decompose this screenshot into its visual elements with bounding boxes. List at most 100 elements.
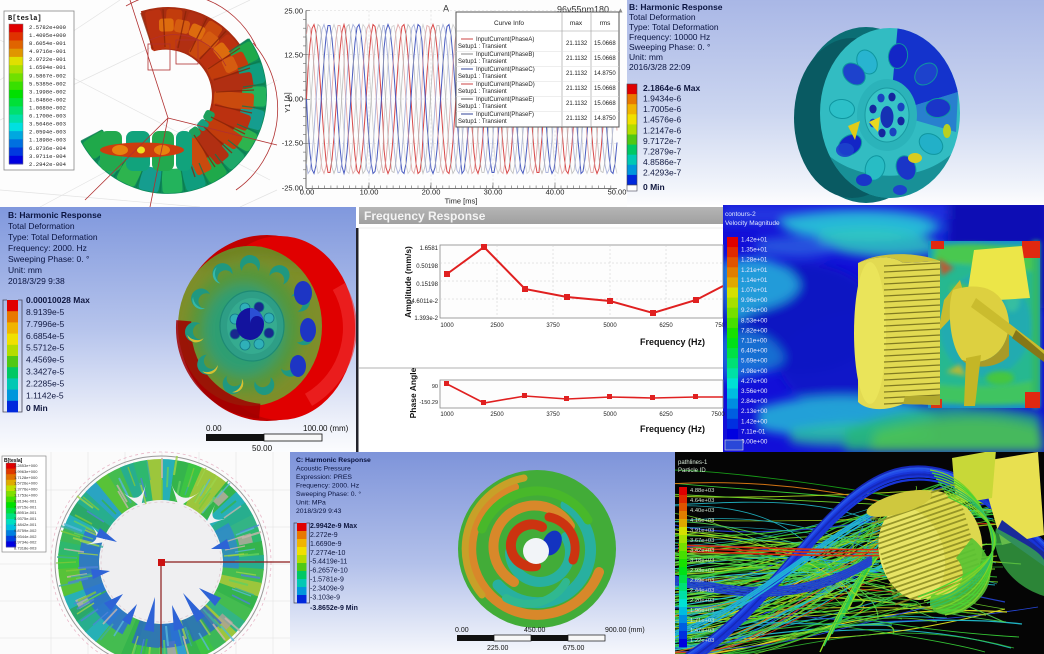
svg-text:4.64e+03: 4.64e+03	[690, 498, 714, 504]
svg-text:2.9734e-002: 2.9734e-002	[14, 540, 37, 545]
svg-text:7.82e+00: 7.82e+00	[741, 327, 768, 334]
svg-text:Curve Info: Curve Info	[494, 20, 524, 27]
svg-text:1.1753e+000: 1.1753e+000	[14, 493, 38, 498]
svg-text:21.1132: 21.1132	[566, 101, 588, 107]
svg-text:2.5782e+000: 2.5782e+000	[29, 24, 67, 31]
svg-text:B[tesla]: B[tesla]	[4, 458, 23, 464]
svg-text:15.0668: 15.0668	[594, 101, 616, 107]
svg-text:1.7128e+000: 1.7128e+000	[14, 475, 38, 480]
svg-text:5000: 5000	[603, 412, 617, 418]
svg-text:3.5646e-003: 3.5646e-003	[29, 121, 66, 128]
svg-text:3750: 3750	[546, 412, 560, 418]
svg-text:7.7996e-5: 7.7996e-5	[26, 319, 65, 329]
svg-text:21.1132: 21.1132	[566, 71, 588, 77]
svg-text:Unit: MPa: Unit: MPa	[296, 500, 326, 507]
svg-text:max: max	[570, 20, 583, 27]
svg-text:1.71e+03: 1.71e+03	[690, 618, 714, 624]
svg-text:10.00: 10.00	[360, 188, 379, 197]
svg-text:100.00 (mm): 100.00 (mm)	[303, 424, 349, 433]
svg-text:5.69e+00: 5.69e+00	[741, 358, 768, 365]
svg-text:1.21e+01: 1.21e+01	[741, 267, 768, 274]
svg-text:1.3776e+000: 1.3776e+000	[14, 487, 38, 492]
svg-text:Particle ID: Particle ID	[678, 468, 706, 474]
svg-text:1.28e+01: 1.28e+01	[741, 257, 768, 264]
svg-text:1.6690e-9: 1.6690e-9	[310, 541, 342, 548]
svg-text:A: A	[443, 4, 449, 14]
svg-text:2.1864e-6 Max: 2.1864e-6 Max	[643, 83, 700, 93]
svg-text:3.56e+00: 3.56e+00	[741, 388, 768, 395]
svg-text:Amplitude (mm/s): Amplitude (mm/s)	[403, 246, 413, 318]
svg-text:3.9375e-001: 3.9375e-001	[14, 516, 37, 521]
svg-text:15.0668: 15.0668	[594, 41, 616, 47]
svg-text:rms: rms	[600, 20, 612, 27]
svg-text:3.67e+03: 3.67e+03	[690, 538, 714, 544]
svg-text:B: Harmonic Response: B: Harmonic Response	[629, 2, 723, 12]
svg-text:1.4576e-6: 1.4576e-6	[643, 115, 682, 125]
svg-text:5.9344e-002: 5.9344e-002	[14, 534, 37, 539]
svg-text:InputCurrent(PhaseF): InputCurrent(PhaseF)	[476, 112, 534, 118]
svg-text:4.40e+03: 4.40e+03	[690, 508, 714, 514]
svg-text:0.00: 0.00	[206, 424, 222, 433]
svg-text:2.9942e-9 Max: 2.9942e-9 Max	[310, 523, 357, 530]
svg-text:1.393e-2: 1.393e-2	[414, 316, 438, 322]
svg-text:20.00: 20.00	[422, 188, 441, 197]
svg-text:6250: 6250	[659, 323, 673, 329]
svg-text:Sweeping Phase: 0. °: Sweeping Phase: 0. °	[629, 42, 710, 52]
svg-text:7.2774e-10: 7.2774e-10	[310, 550, 346, 557]
svg-text:6.40e+00: 6.40e+00	[741, 348, 768, 355]
svg-text:1.4095e+000: 1.4095e+000	[29, 32, 67, 39]
svg-text:7.8715e-001: 7.8715e-001	[14, 504, 37, 509]
svg-text:2.4842e-001: 2.4842e-001	[14, 522, 37, 527]
svg-text:2.2942e-004: 2.2942e-004	[29, 161, 67, 168]
svg-text:contours-2: contours-2	[725, 211, 756, 218]
svg-text:-150.29: -150.29	[419, 400, 438, 406]
svg-text:Type: Total Deformation: Type: Total Deformation	[629, 22, 719, 32]
svg-text:2.69e+03: 2.69e+03	[690, 578, 714, 584]
svg-text:7.11e+00: 7.11e+00	[741, 338, 767, 345]
svg-text:2500: 2500	[490, 412, 504, 418]
svg-text:Frequency (Hz): Frequency (Hz)	[640, 424, 705, 434]
svg-text:Frequency: 2000. Hz: Frequency: 2000. Hz	[8, 243, 87, 253]
svg-text:8.53e+00: 8.53e+00	[741, 317, 768, 324]
svg-text:6.6854e-5: 6.6854e-5	[26, 331, 65, 341]
svg-text:Unit: mm: Unit: mm	[8, 265, 42, 275]
svg-text:1.6581: 1.6581	[420, 246, 439, 252]
svg-text:1.07e+01: 1.07e+01	[741, 287, 768, 294]
svg-text:-6.2657e-10: -6.2657e-10	[310, 568, 348, 575]
svg-text:Setup1 : Transient: Setup1 : Transient	[458, 59, 507, 65]
svg-text:750: 750	[715, 323, 726, 329]
svg-text:0.00: 0.00	[288, 95, 303, 104]
svg-text:4.27e+00: 4.27e+00	[741, 378, 768, 385]
svg-text:2500: 2500	[490, 323, 504, 329]
svg-text:-1.5781e-9: -1.5781e-9	[310, 577, 344, 584]
svg-text:5.5712e-5: 5.5712e-5	[26, 343, 65, 353]
svg-text:50.00: 50.00	[252, 444, 273, 453]
svg-text:1.42e+00: 1.42e+00	[741, 418, 768, 425]
svg-text:90: 90	[432, 384, 438, 390]
svg-text:9.8759e-002: 9.8759e-002	[14, 528, 37, 533]
svg-text:7.2879e-7: 7.2879e-7	[643, 147, 682, 157]
svg-text:1.1898e-003: 1.1898e-003	[29, 137, 66, 144]
svg-text:3.91e+03: 3.91e+03	[690, 528, 714, 534]
svg-text:21.1132: 21.1132	[566, 56, 588, 62]
svg-text:▲: ▲	[617, 8, 624, 15]
svg-text:3.18e+03: 3.18e+03	[690, 558, 714, 564]
svg-text:1000: 1000	[440, 323, 454, 329]
svg-text:50.00: 50.00	[608, 188, 627, 197]
svg-text:12.50: 12.50	[284, 51, 303, 60]
svg-text:675.00: 675.00	[563, 645, 585, 652]
svg-text:4.16e+03: 4.16e+03	[690, 518, 714, 524]
svg-text:21.1132: 21.1132	[566, 41, 588, 47]
svg-text:6.1700e-003: 6.1700e-003	[29, 113, 66, 120]
svg-text:21.1132: 21.1132	[566, 86, 588, 92]
svg-text:7500: 7500	[711, 412, 725, 418]
svg-text:B[tesla]: B[tesla]	[8, 15, 42, 23]
svg-text:2.84e+00: 2.84e+00	[741, 398, 768, 405]
svg-text:2.2285e-5: 2.2285e-5	[26, 378, 65, 388]
svg-text:3.9711e-004: 3.9711e-004	[29, 153, 67, 160]
svg-text:1.2147e-6: 1.2147e-6	[643, 125, 682, 135]
svg-text:4.8586e-7: 4.8586e-7	[643, 157, 682, 167]
svg-text:450.00: 450.00	[524, 627, 546, 634]
svg-text:0.50198: 0.50198	[416, 264, 438, 270]
svg-text:Y1 [A]: Y1 [A]	[283, 92, 292, 112]
